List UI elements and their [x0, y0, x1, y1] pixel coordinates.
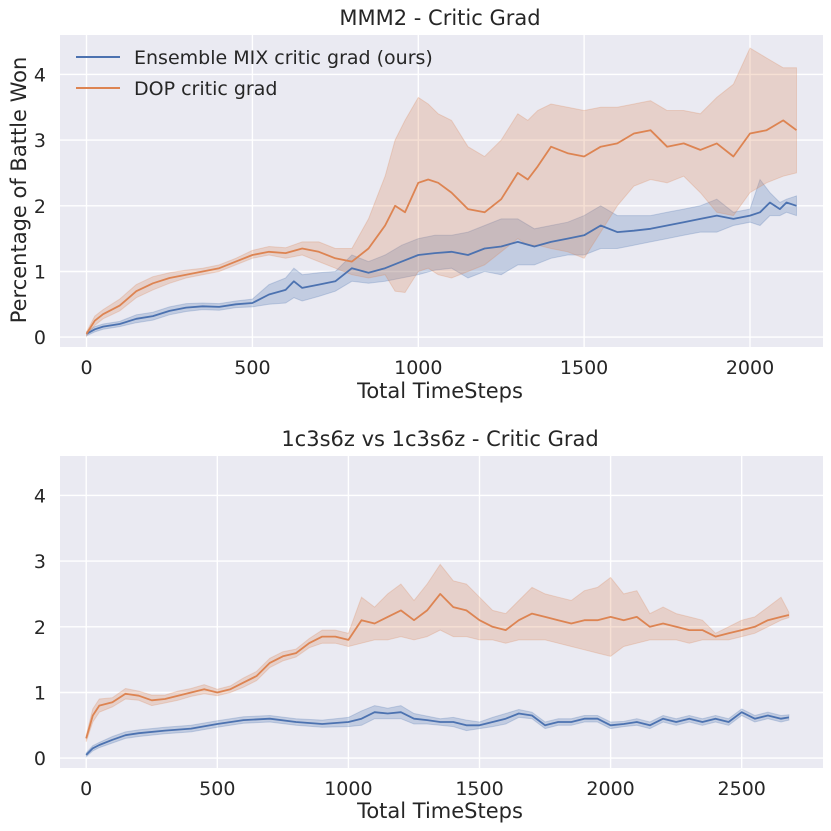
y-tick-label: 1 [34, 682, 46, 704]
x-tick-labels: 0 500 1000 1500 2000 [80, 357, 774, 379]
x-tick-labels: 0 500 1000 1500 2000 2500 [80, 778, 766, 800]
y-tick-label: 0 [34, 327, 46, 349]
legend: Ensemble MIX critic grad (ours) DOP crit… [76, 47, 433, 100]
series-lines [85, 593, 790, 756]
grid [60, 456, 823, 768]
grid [60, 35, 823, 347]
x-tick-label: 1500 [560, 357, 608, 379]
x-axis-label: Total TimeSteps [356, 799, 523, 823]
x-tick-label: 2000 [726, 357, 774, 379]
x-tick-label: 0 [80, 357, 92, 379]
x-tick-label: 2000 [586, 778, 634, 800]
y-tick-label: 0 [34, 748, 46, 770]
y-tick-labels: 0 1 2 3 4 [34, 64, 46, 349]
x-axis-label: Total TimeSteps [356, 379, 523, 403]
band-dop [85, 563, 790, 742]
y-tick-label: 4 [34, 64, 46, 86]
y-tick-label: 3 [34, 551, 46, 573]
band-dop [86, 47, 797, 338]
series-lines [85, 119, 798, 335]
x-tick-label: 0 [80, 778, 92, 800]
series-line-ensemble [85, 711, 790, 756]
y-tick-label: 4 [34, 485, 46, 507]
x-tick-label: 1000 [324, 778, 372, 800]
chart-mmm2: MMM2 - Critic Grad 0 500 1000 1500 2000 0 1 2 3… [7, 6, 823, 403]
y-tick-label: 1 [34, 261, 46, 283]
y-axis-label: Percentage of Battle Won [7, 57, 31, 324]
legend-label-ensemble: Ensemble MIX critic grad (ours) [134, 47, 433, 69]
x-tick-label: 1500 [455, 778, 503, 800]
y-tick-label: 2 [34, 196, 46, 218]
plot-background [60, 35, 823, 347]
x-tick-label: 2500 [718, 778, 766, 800]
x-tick-label: 500 [234, 357, 270, 379]
y-tick-labels: 0 1 2 3 4 [34, 485, 46, 770]
legend-label-dop: DOP critic grad [134, 78, 277, 100]
x-tick-label: 500 [199, 778, 235, 800]
chart-title: 1c3s6z vs 1c3s6z - Critic Grad [281, 427, 598, 451]
y-tick-label: 2 [34, 617, 46, 639]
chart-title: MMM2 - Critic Grad [339, 6, 540, 30]
y-tick-label: 3 [34, 130, 46, 152]
chart-1c3s6z: 1c3s6z vs 1c3s6z - Critic Grad 0 500 1000 1… [34, 427, 823, 823]
series-line-ensemble [86, 201, 797, 335]
series-line-dop [85, 593, 790, 739]
series-line-dop [85, 119, 798, 335]
plot-background [60, 456, 823, 768]
x-tick-label: 1000 [394, 357, 442, 379]
